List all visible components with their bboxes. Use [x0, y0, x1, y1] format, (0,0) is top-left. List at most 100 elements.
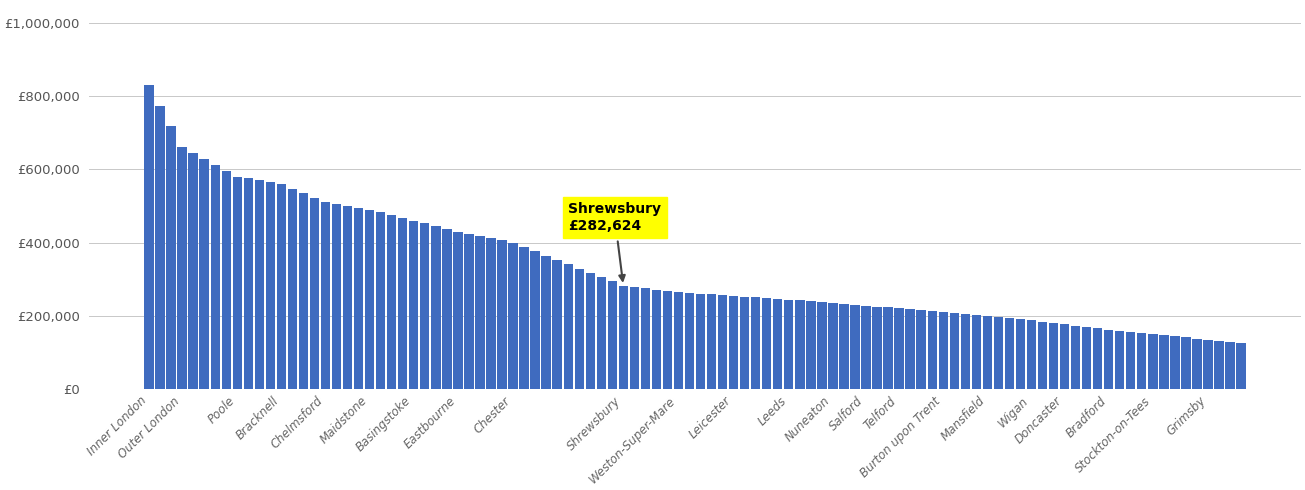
Bar — [1082, 327, 1091, 390]
Bar — [222, 171, 231, 390]
Bar — [784, 299, 793, 390]
Bar — [861, 306, 870, 390]
Bar — [630, 287, 639, 390]
Bar — [851, 305, 860, 390]
Bar — [641, 288, 650, 390]
Bar — [552, 260, 562, 390]
Bar — [696, 294, 705, 390]
Bar — [254, 180, 264, 390]
Bar — [960, 314, 970, 390]
Bar — [817, 302, 826, 390]
Bar — [1137, 333, 1147, 390]
Bar — [608, 281, 617, 390]
Bar — [619, 286, 628, 390]
Bar — [420, 223, 429, 390]
Bar — [762, 298, 771, 390]
Bar — [376, 213, 385, 390]
Bar — [1193, 339, 1202, 390]
Bar — [685, 293, 694, 390]
Bar — [519, 247, 529, 390]
Bar — [1037, 322, 1047, 390]
Bar — [950, 313, 959, 390]
Bar — [365, 210, 375, 390]
Bar — [1104, 330, 1113, 390]
Bar — [894, 308, 904, 390]
Bar — [509, 243, 518, 390]
Bar — [309, 198, 320, 390]
Bar — [299, 193, 308, 390]
Text: Shrewsbury
£282,624: Shrewsbury £282,624 — [568, 202, 662, 281]
Bar — [1181, 338, 1190, 390]
Bar — [398, 218, 407, 390]
Bar — [188, 153, 198, 390]
Bar — [1236, 343, 1246, 390]
Bar — [1159, 335, 1168, 390]
Bar — [993, 317, 1004, 390]
Bar — [1094, 328, 1103, 390]
Bar — [1148, 334, 1158, 390]
Bar — [453, 232, 462, 390]
Bar — [431, 226, 441, 390]
Bar — [232, 176, 241, 390]
Bar — [972, 315, 981, 390]
Bar — [1203, 340, 1212, 390]
Bar — [574, 269, 583, 390]
Bar — [983, 316, 992, 390]
Bar — [1071, 325, 1081, 390]
Bar — [388, 215, 397, 390]
Bar — [1049, 323, 1058, 390]
Bar — [938, 312, 947, 390]
Bar — [475, 236, 484, 390]
Bar — [839, 304, 848, 390]
Bar — [277, 184, 286, 390]
Bar — [1015, 319, 1026, 390]
Bar — [167, 126, 176, 390]
Bar — [795, 300, 804, 390]
Bar — [1114, 331, 1125, 390]
Bar — [829, 303, 838, 390]
Bar — [331, 204, 341, 390]
Bar — [497, 241, 506, 390]
Bar — [773, 299, 783, 390]
Bar — [145, 85, 154, 390]
Bar — [266, 182, 275, 390]
Bar — [729, 296, 739, 390]
Bar — [596, 277, 606, 390]
Bar — [1225, 342, 1235, 390]
Bar — [177, 147, 187, 390]
Bar — [1060, 324, 1069, 390]
Bar — [928, 311, 937, 390]
Bar — [487, 238, 496, 390]
Bar — [1005, 318, 1014, 390]
Bar — [530, 251, 540, 390]
Bar — [244, 178, 253, 390]
Bar — [740, 296, 749, 390]
Bar — [210, 165, 221, 390]
Bar — [1027, 320, 1036, 390]
Bar — [872, 307, 882, 390]
Bar — [287, 189, 298, 390]
Bar — [707, 294, 716, 390]
Bar — [806, 301, 816, 390]
Bar — [1171, 336, 1180, 390]
Bar — [542, 256, 551, 390]
Bar — [651, 290, 662, 390]
Bar — [673, 292, 684, 390]
Bar — [408, 220, 419, 390]
Bar — [906, 309, 915, 390]
Bar — [200, 159, 209, 390]
Bar — [321, 202, 330, 390]
Bar — [442, 229, 452, 390]
Bar — [564, 264, 573, 390]
Bar — [586, 273, 595, 390]
Bar — [155, 106, 164, 390]
Bar — [663, 291, 672, 390]
Bar — [883, 307, 893, 390]
Bar — [718, 295, 727, 390]
Bar — [916, 310, 925, 390]
Bar — [1215, 341, 1224, 390]
Bar — [354, 208, 363, 390]
Bar — [343, 206, 352, 390]
Bar — [465, 234, 474, 390]
Bar — [1126, 332, 1135, 390]
